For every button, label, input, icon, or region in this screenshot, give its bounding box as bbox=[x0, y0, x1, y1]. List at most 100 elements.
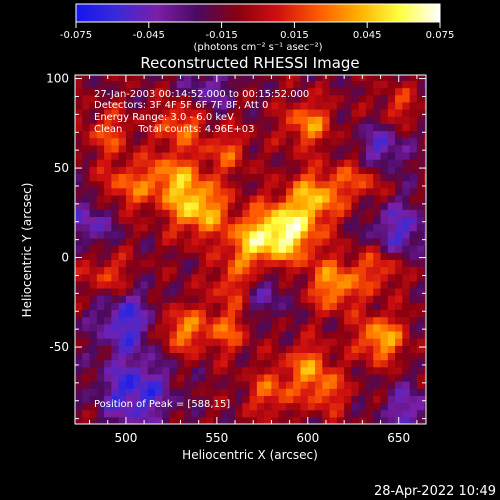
heatmap-cell bbox=[373, 287, 382, 296]
heatmap-cell bbox=[322, 209, 331, 217]
heatmap-cell bbox=[198, 202, 207, 210]
heatmap-cell bbox=[424, 323, 426, 332]
heatmap-cell bbox=[329, 144, 338, 153]
heatmap-cell bbox=[416, 187, 425, 196]
heatmap-cell bbox=[104, 273, 112, 282]
heatmap-cell bbox=[111, 151, 120, 160]
heatmap-cell bbox=[104, 381, 112, 389]
heatmap-cell bbox=[162, 80, 171, 89]
heatmap-cell bbox=[264, 295, 273, 303]
heatmap-cell bbox=[125, 402, 134, 411]
heatmap-cell bbox=[249, 359, 258, 368]
heatmap-cell bbox=[242, 280, 251, 289]
heatmap-cell bbox=[387, 287, 396, 296]
heatmap-cell bbox=[271, 280, 280, 289]
heatmap-cell bbox=[402, 173, 411, 182]
heatmap-cell bbox=[336, 123, 345, 132]
heatmap-cell bbox=[293, 237, 302, 246]
heatmap-cell bbox=[380, 295, 389, 303]
heatmap-cell bbox=[322, 230, 331, 239]
heatmap-cell bbox=[104, 373, 112, 382]
heatmap-cell bbox=[82, 316, 91, 325]
heatmap-cell bbox=[89, 216, 98, 225]
heatmap-cell bbox=[409, 151, 418, 160]
heatmap-cell bbox=[147, 295, 156, 303]
heatmap-cell bbox=[227, 402, 236, 411]
heatmap-cell bbox=[358, 237, 367, 246]
heatmap-cell bbox=[344, 223, 353, 232]
heatmap-cell bbox=[329, 94, 338, 103]
heatmap-cell bbox=[329, 130, 338, 139]
heatmap-cell bbox=[409, 395, 418, 404]
heatmap-cell bbox=[300, 209, 309, 217]
heatmap-cell bbox=[118, 194, 127, 203]
heatmap-cell bbox=[329, 87, 338, 96]
heatmap-cell bbox=[380, 252, 389, 260]
heatmap-cell bbox=[169, 352, 178, 361]
heatmap-cell bbox=[336, 381, 345, 389]
heatmap-cell bbox=[424, 373, 426, 382]
heatmap-cell bbox=[169, 194, 178, 203]
heatmap-cell bbox=[285, 187, 294, 196]
heatmap-cell bbox=[424, 402, 426, 411]
heatmap-cell bbox=[249, 237, 258, 246]
heatmap-cell bbox=[256, 295, 265, 303]
heatmap-cell bbox=[155, 151, 163, 160]
heatmap-cell bbox=[271, 416, 280, 424]
heatmap-cell bbox=[358, 409, 367, 418]
heatmap-cell bbox=[104, 223, 112, 232]
heatmap-cell bbox=[402, 280, 411, 289]
heatmap-cell bbox=[111, 330, 120, 339]
heatmap-cell bbox=[373, 223, 382, 232]
heatmap-cell bbox=[264, 230, 273, 239]
heatmap-cell bbox=[104, 137, 112, 146]
heatmap-cell bbox=[125, 166, 134, 175]
heatmap-cell bbox=[227, 323, 236, 332]
heatmap-cell bbox=[125, 388, 134, 396]
heatmap-cell bbox=[300, 402, 309, 411]
heatmap-cell bbox=[264, 180, 273, 189]
heatmap-cell bbox=[395, 109, 403, 117]
heatmap-cell bbox=[264, 94, 273, 103]
heatmap-cell bbox=[96, 381, 105, 389]
heatmap-cell bbox=[293, 223, 302, 232]
heatmap-cell bbox=[315, 345, 323, 354]
heatmap-cell bbox=[271, 130, 280, 139]
heatmap-cell bbox=[89, 137, 98, 146]
heatmap-cell bbox=[358, 359, 367, 368]
colorbar-ticks: -0.075 -0.045 -0.015 0.015 0.045 0.075 bbox=[60, 22, 454, 41]
heatmap-cell bbox=[220, 295, 229, 303]
heatmap-cell bbox=[380, 259, 389, 268]
heatmap-cell bbox=[118, 173, 127, 182]
heatmap-cell bbox=[329, 216, 338, 225]
heatmap-cell bbox=[409, 330, 418, 339]
heatmap-cell bbox=[416, 166, 425, 175]
heatmap-cell bbox=[402, 273, 411, 282]
heatmap-cell bbox=[235, 416, 243, 424]
heatmap-cell bbox=[111, 173, 120, 182]
heatmap-cell bbox=[162, 252, 171, 260]
heatmap-cell bbox=[155, 94, 163, 103]
heatmap-cell bbox=[140, 159, 149, 167]
heatmap-cell bbox=[184, 373, 192, 382]
heatmap-cell bbox=[176, 159, 185, 167]
heatmap-cell bbox=[82, 130, 91, 139]
heatmap-cell bbox=[75, 187, 83, 196]
heatmap-cell bbox=[256, 352, 265, 361]
heatmap-cell bbox=[169, 366, 178, 375]
heatmap-cell bbox=[402, 366, 411, 375]
heatmap-cell bbox=[271, 144, 280, 153]
heatmap-cell bbox=[285, 180, 294, 189]
heatmap-cell bbox=[293, 359, 302, 368]
heatmap-cell bbox=[191, 202, 200, 210]
heatmap-cell bbox=[395, 302, 403, 311]
heatmap-cell bbox=[205, 302, 214, 311]
heatmap-cell bbox=[89, 345, 98, 354]
heatmap-cell bbox=[227, 280, 236, 289]
heatmap-cell bbox=[82, 330, 91, 339]
heatmap-cell bbox=[176, 359, 185, 368]
heatmap-cell bbox=[96, 180, 105, 189]
heatmap-cell bbox=[96, 159, 105, 167]
heatmap-cell bbox=[307, 151, 316, 160]
heatmap-cell bbox=[213, 330, 222, 339]
